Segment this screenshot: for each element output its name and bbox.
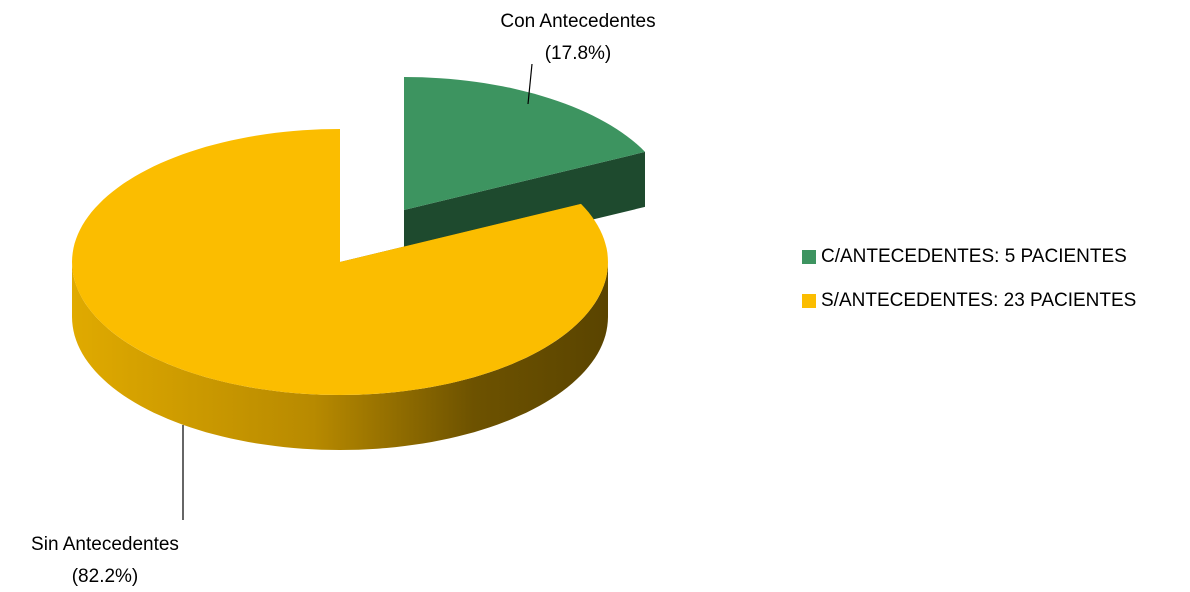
value-label: (17.8%) bbox=[545, 43, 612, 64]
legend-label: S/ANTECEDENTES: 23 PACIENTES bbox=[821, 290, 1136, 311]
legend: C/ANTECEDENTES: 5 PACIENTES S/ANTECEDENTE… bbox=[802, 246, 1136, 311]
value-label: (82.2%) bbox=[72, 566, 139, 587]
slice bbox=[72, 129, 608, 395]
pie bbox=[72, 77, 645, 450]
slice-label: Sin Antecedentes bbox=[31, 534, 179, 555]
slice bbox=[404, 77, 645, 210]
legend-label: C/ANTECEDENTES: 5 PACIENTES bbox=[821, 246, 1127, 267]
leader-line bbox=[527, 63, 533, 105]
slice-side bbox=[72, 262, 608, 450]
legend-swatch bbox=[802, 250, 816, 264]
slice-label: Con Antecedentes bbox=[500, 11, 655, 32]
legend-swatch bbox=[802, 294, 816, 308]
